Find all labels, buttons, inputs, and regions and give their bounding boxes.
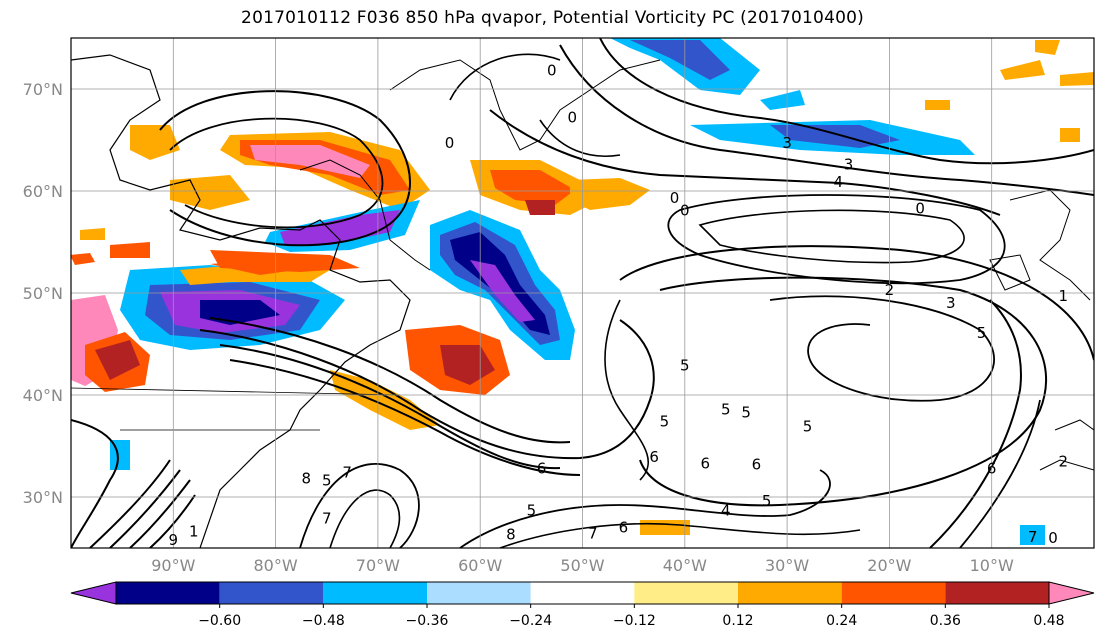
colorbar-label: −0.36 — [406, 613, 449, 629]
contour-label: 6 — [752, 455, 762, 473]
colorbar-swatch — [634, 582, 738, 604]
contour-label: 7 — [588, 525, 598, 543]
colorbar-swatch — [219, 582, 324, 604]
contour-label: 0 — [1048, 529, 1058, 547]
lat-label: 70°N — [23, 80, 63, 99]
colorbar-frame — [115, 581, 1050, 605]
lat-label: 60°N — [23, 182, 63, 201]
contour-label: 8 — [506, 526, 516, 544]
colorbar: −0.60 −0.48 −0.36 −0.24 −0.12 0.12 0.24 0.36 0.4… — [70, 581, 1095, 629]
lat-label: 30°N — [23, 488, 63, 507]
contour-label: 4 — [721, 501, 731, 519]
contour-label: 6 — [700, 454, 710, 472]
colorbar-swatch — [738, 582, 842, 604]
contour-label: 7 — [322, 509, 332, 527]
colorbar-label: 0.48 — [1033, 613, 1064, 629]
contour-label: 0 — [670, 189, 680, 207]
contour-label: 5 — [322, 472, 332, 490]
colorbar-label: 0.24 — [826, 613, 857, 629]
contour-label: 7 — [1028, 528, 1038, 546]
contour-label: 0 — [915, 199, 925, 217]
colorbar-label: 0.12 — [722, 613, 753, 629]
contour-label: 5 — [741, 403, 751, 421]
lat-label: 40°N — [23, 386, 63, 405]
lon-label: 40°W — [663, 556, 707, 575]
colorbar-min-arrow — [70, 581, 117, 605]
lon-label: 80°W — [254, 556, 298, 575]
contour-label: 6 — [987, 459, 997, 477]
colorbar-swatch — [945, 582, 1049, 604]
lon-label: 60°W — [458, 556, 502, 575]
pv-contours — [71, 38, 1094, 548]
contour-label: 9 — [169, 531, 179, 549]
lon-label: 10°W — [970, 556, 1014, 575]
contour-label: 5 — [680, 356, 690, 374]
colorbar-swatch — [530, 582, 635, 604]
contour-label: 5 — [762, 492, 772, 510]
contour-label: 0 — [445, 134, 455, 152]
contour-label: 2 — [885, 281, 895, 299]
lon-label: 70°W — [356, 556, 400, 575]
lon-label: 50°W — [560, 556, 604, 575]
contour-label: 3 — [782, 134, 792, 152]
contour-label: 3 — [844, 155, 854, 173]
contour-label: 8 — [302, 470, 312, 488]
contour-label: 0 — [680, 201, 690, 219]
contour-label: 2 — [1059, 452, 1069, 470]
contour-label: 5 — [977, 324, 987, 342]
colorbar-label: −0.60 — [198, 613, 241, 629]
lat-label: 50°N — [23, 284, 63, 303]
colorbar-label: 0.36 — [930, 613, 961, 629]
colorbar-swatch — [427, 582, 531, 604]
lon-label: 20°W — [867, 556, 911, 575]
colorbar-max-arrow — [1048, 581, 1095, 605]
colorbar-label: −0.24 — [509, 613, 552, 629]
contour-label: 6 — [619, 519, 629, 537]
contour-label: 3 — [946, 294, 956, 312]
map-title: 2017010112 F036 850 hPa qvapor, Potentia… — [241, 8, 864, 28]
contour-label: 0 — [547, 62, 557, 80]
contour-label: 7 — [342, 464, 352, 482]
contour-label: 5 — [721, 400, 731, 418]
contour-label: 0 — [567, 109, 577, 127]
graticule — [71, 38, 1094, 548]
map-frame — [70, 37, 1095, 549]
contour-label: 6 — [649, 448, 659, 466]
contour-label: 5 — [660, 413, 670, 431]
contour-label: 5 — [527, 501, 537, 519]
qvapor-shading — [71, 38, 1094, 545]
colorbar-swatch — [323, 582, 427, 604]
contour-label: 1 — [1059, 287, 1069, 305]
colorbar-label: −0.12 — [613, 613, 656, 629]
contour-label: 5 — [803, 418, 813, 436]
colorbar-swatch — [116, 582, 220, 604]
axis-labels: 70°N 60°N 50°N 40°N 30°N 90°W 80°W 70°W 60°W 50°W… — [23, 80, 1014, 575]
contour-label: 4 — [833, 173, 843, 191]
lon-label: 30°W — [765, 556, 809, 575]
colorbar-swatch — [841, 582, 946, 604]
colorbar-label: −0.48 — [302, 613, 345, 629]
lon-label: 90°W — [151, 556, 195, 575]
contour-label: 1 — [189, 523, 199, 541]
contour-label: 6 — [537, 459, 547, 477]
